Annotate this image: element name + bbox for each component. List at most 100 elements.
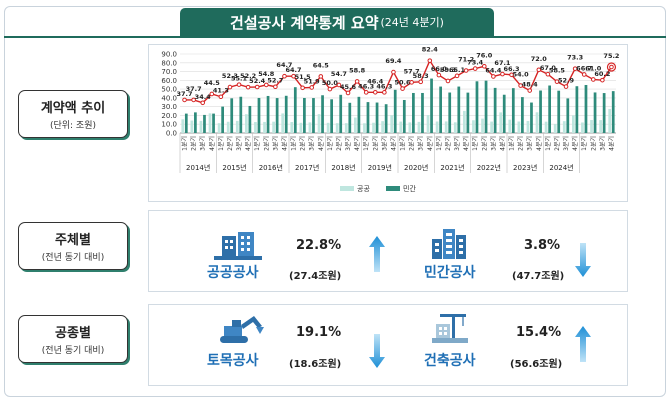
total-data-label: 54.7 (331, 70, 347, 78)
public-bar (517, 121, 521, 133)
private-bar (548, 85, 551, 133)
total-data-label: 75.2 (603, 52, 619, 60)
public-bar (326, 122, 330, 133)
total-point (609, 64, 614, 70)
private-bar (384, 104, 388, 133)
total-data-label: 60.2 (594, 70, 610, 78)
total-data-label: 54.8 (258, 70, 275, 78)
quarter-tick-label: 2분기 (444, 136, 452, 151)
public-bar (608, 108, 612, 133)
private-bar (284, 95, 288, 133)
public-bar (453, 122, 457, 133)
public-bar (381, 121, 384, 133)
quarter-tick-label: 3분기 (308, 136, 316, 151)
public-bar (417, 121, 421, 133)
private-work-name: 민간공사 (424, 265, 476, 281)
quarter-tick-label: 2분기 (226, 136, 234, 151)
legend-label-public: 공공 (357, 185, 370, 193)
total-point (282, 73, 287, 79)
total-data-label: 73.4 (467, 59, 484, 67)
civil-work-amount: (18.6조원) (289, 359, 342, 370)
quarter-tick-label: 1분기 (508, 136, 516, 151)
type-panel (148, 304, 628, 386)
year-label: 2019년 (368, 163, 392, 172)
total-point (391, 69, 396, 75)
year-label: 2021년 (440, 163, 464, 172)
quarter-tick-label: 4분기 (280, 136, 288, 151)
year-label: 2023년 (513, 163, 537, 172)
total-point (581, 72, 587, 77)
title-underline (4, 36, 666, 38)
private-bar (530, 102, 533, 133)
down-arrow-icon (369, 334, 385, 368)
quarter-tick-label: 2분기 (190, 136, 198, 151)
total-point (590, 77, 596, 82)
public-work-pct: 22.8% (296, 238, 342, 253)
total-data-label: 58.5 (549, 67, 566, 75)
total-point (309, 85, 315, 90)
total-data-label: 57.7 (404, 67, 420, 75)
total-point (418, 79, 424, 85)
total-data-label: 67.1 (494, 59, 511, 67)
total-point (191, 97, 196, 103)
entity-label: 주체별 (55, 233, 91, 248)
total-point (463, 68, 469, 73)
total-point (400, 86, 405, 91)
quarter-tick-label: 4분기 (571, 136, 579, 151)
quarter-tick-label: 4분기 (353, 136, 361, 151)
quarter-tick-label: 2분기 (480, 136, 488, 151)
y-tick-label: 70.0 (161, 68, 177, 76)
civil-work-pct: 19.1% (296, 325, 342, 340)
civil-work-name: 토목공사 (207, 353, 259, 369)
quarter-tick-label: 2분기 (589, 136, 597, 151)
quarter-tick-label: 3분기 (235, 136, 243, 151)
total-point (563, 84, 569, 89)
private-bar (402, 99, 406, 133)
total-data-label: 50.6 (395, 79, 412, 87)
total-data-label: 52.2 (240, 72, 256, 80)
building-work-pct: 15.4% (516, 325, 562, 340)
quarter-tick-label: 4분기 (389, 136, 397, 151)
quarter-tick-label: 3분기 (489, 136, 497, 151)
title-text: 건설공사 계약통계 요약 (230, 13, 379, 32)
total-data-label: 66.3 (504, 65, 520, 73)
private-bar (511, 88, 515, 133)
total-point (409, 80, 414, 85)
y-tick-label: 30.0 (161, 103, 177, 111)
quarter-tick-label: 1분기 (544, 136, 552, 151)
public-bar (299, 122, 303, 133)
private-bar (339, 94, 343, 133)
legend-swatch-public (340, 186, 354, 191)
government-building-icon (214, 232, 262, 260)
total-point (472, 66, 478, 71)
quarter-tick-label: 2분기 (335, 136, 343, 151)
private-bar (212, 113, 215, 133)
total-data-label: 46.4 (367, 77, 384, 85)
quarter-tick-label: 4분기 (462, 136, 470, 151)
quarter-tick-label: 1분기 (399, 136, 407, 151)
total-data-label: 58.8 (349, 66, 366, 74)
public-bar (199, 120, 203, 133)
private-bar (266, 95, 270, 133)
y-tick-label: 10.0 (161, 121, 177, 129)
private-bar (393, 89, 397, 133)
y-tick-label: 90.0 (161, 51, 177, 59)
trend-unit: (단위: 조원) (49, 121, 97, 131)
public-bar (290, 122, 294, 133)
public-bar (535, 112, 539, 133)
total-data-label: 64.7 (286, 66, 302, 74)
private-bar (584, 84, 588, 133)
quarter-tick-label: 3분기 (380, 136, 388, 151)
public-bar (408, 122, 412, 133)
total-data-label: 64.7 (276, 61, 292, 69)
public-bar (544, 121, 548, 133)
quarter-tick-label: 1분기 (580, 136, 588, 151)
total-data-label: 61.0 (585, 64, 602, 72)
public-bar (226, 121, 230, 133)
public-bar (590, 120, 593, 133)
total-point (491, 74, 496, 79)
year-label: 2024년 (549, 163, 573, 172)
total-point (500, 71, 505, 77)
public-bar (235, 120, 239, 133)
total-point (218, 94, 224, 100)
